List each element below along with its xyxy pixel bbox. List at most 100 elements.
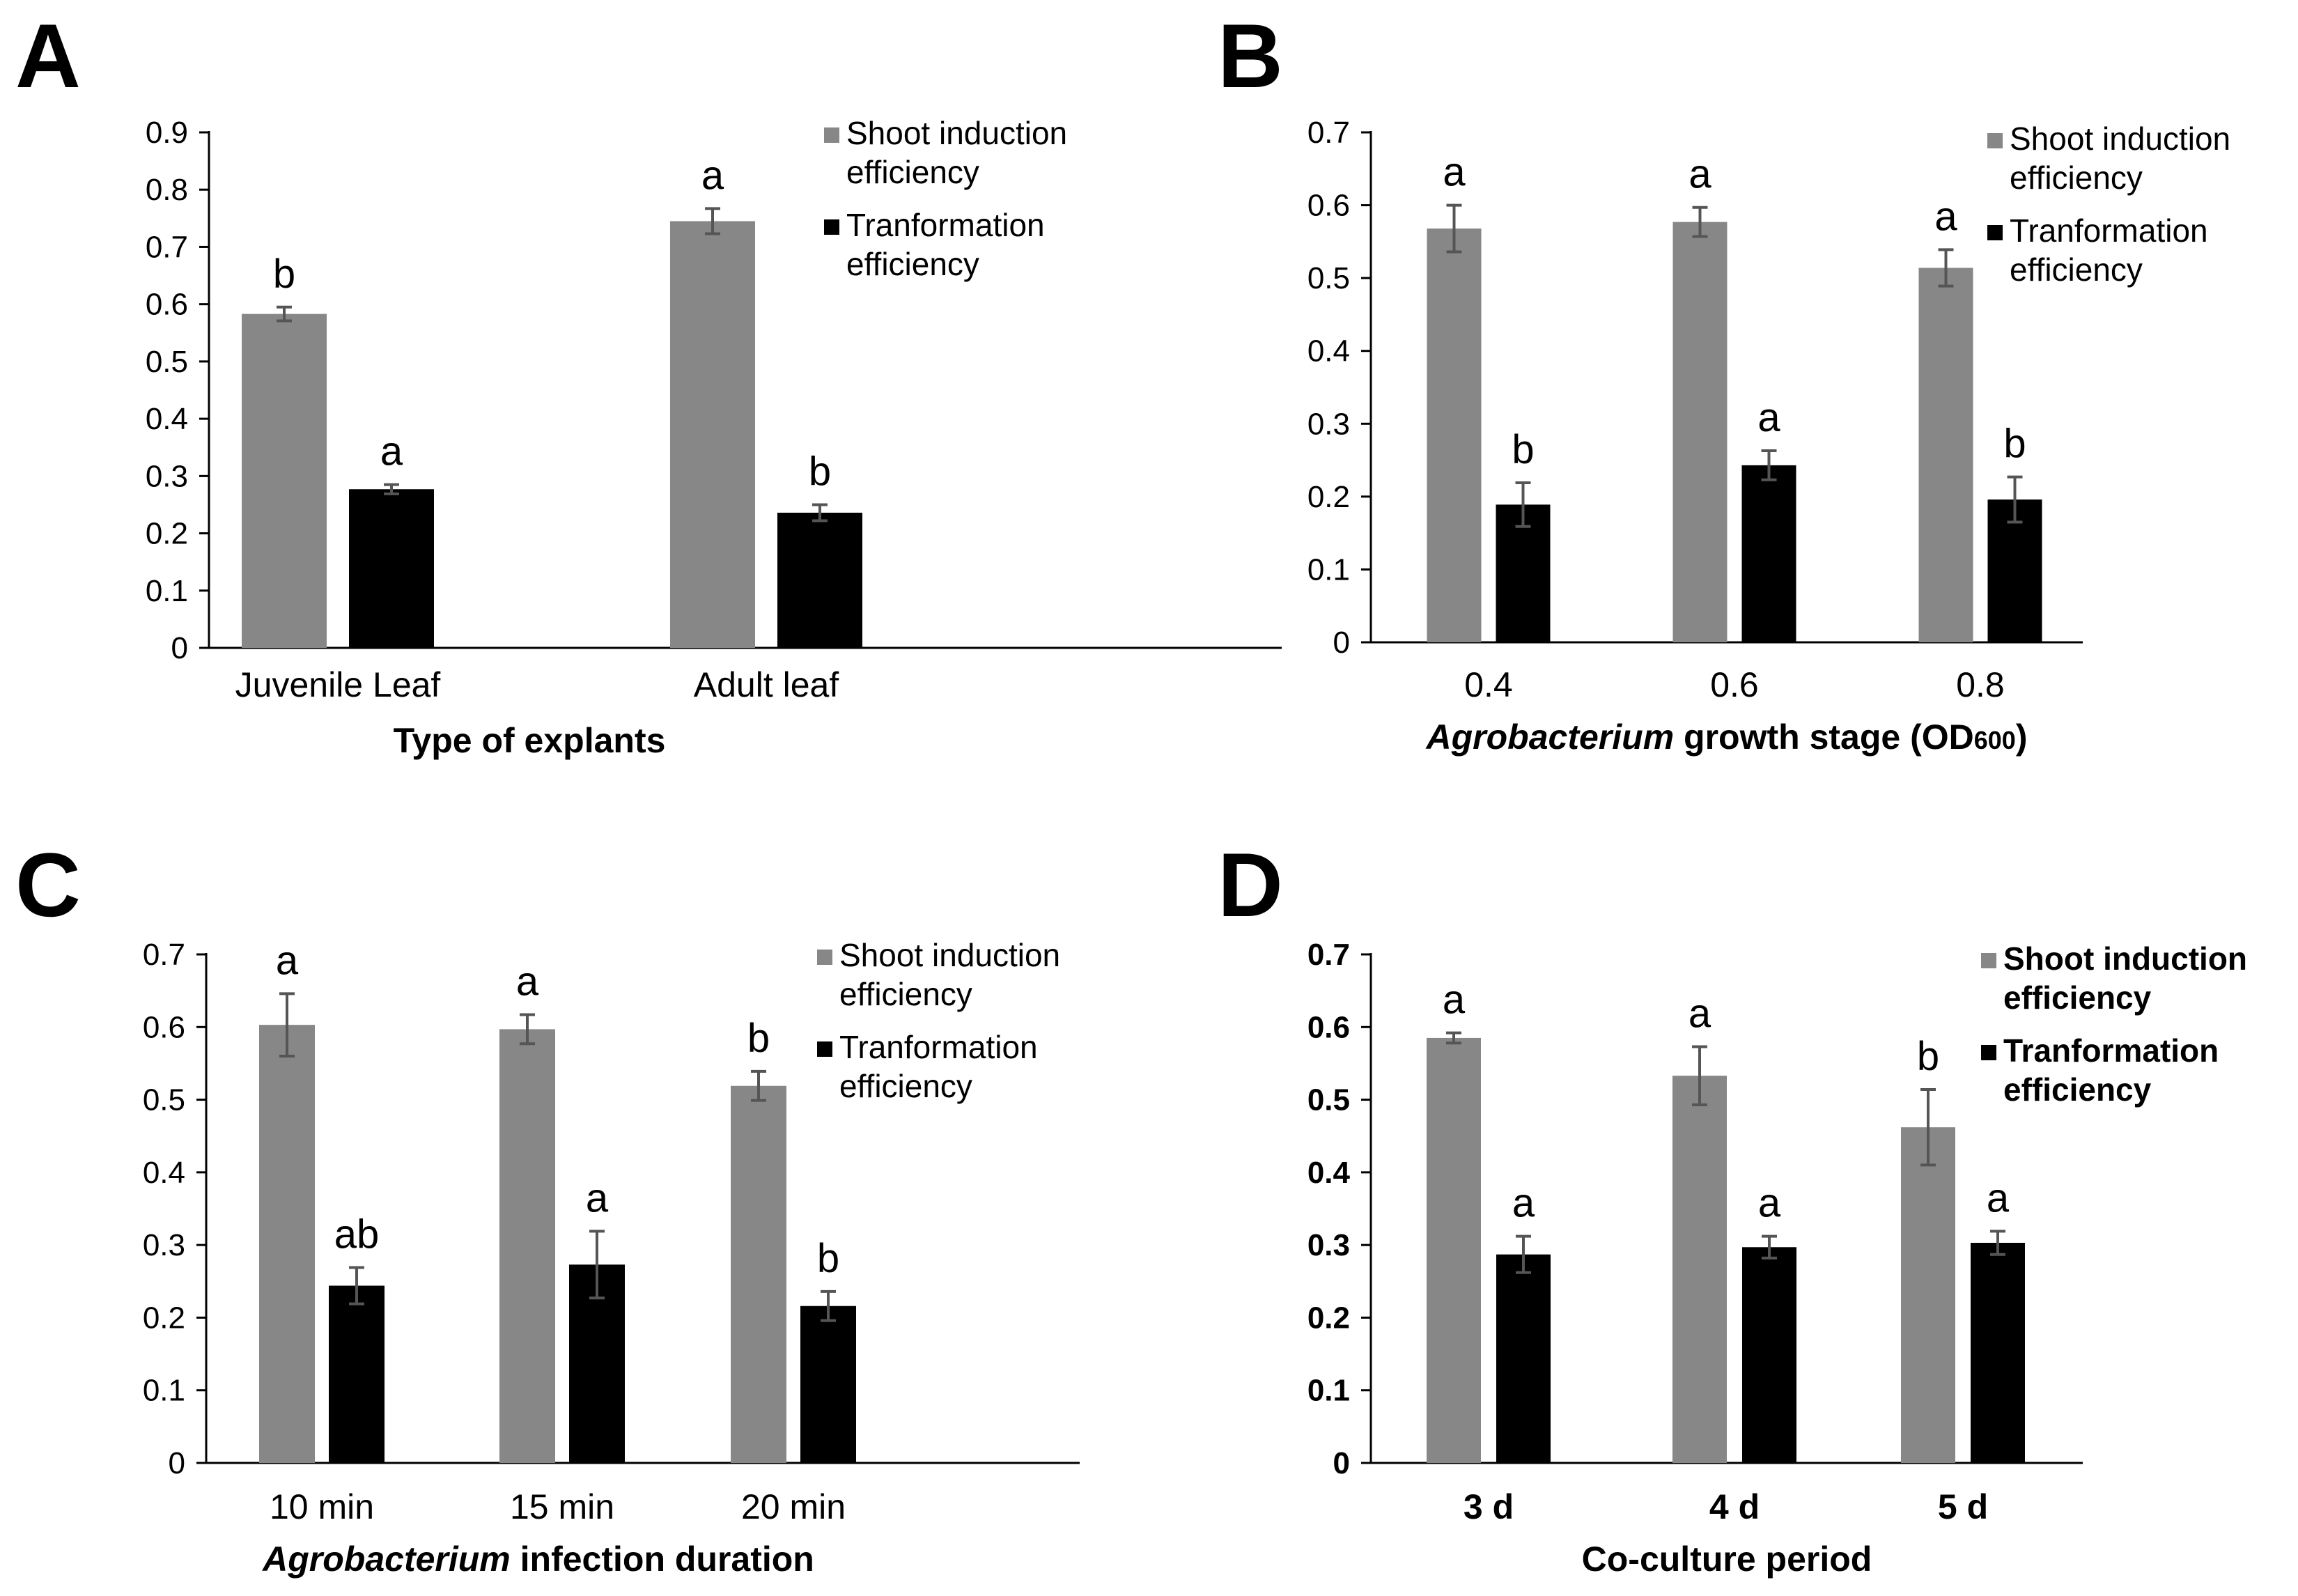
x-category-label: 3 d <box>1464 1487 1514 1526</box>
y-tick-label: 0.9 <box>146 116 188 150</box>
y-tick-label: 0.5 <box>1307 261 1350 295</box>
legend-label: Shoot induction <box>2010 121 2230 157</box>
x-axis-title: Agrobacterium infection duration <box>261 1540 814 1579</box>
y-tick-label: 0.4 <box>146 402 188 436</box>
bar-shoot <box>731 1085 786 1463</box>
panel-letter: A <box>15 5 81 107</box>
y-tick-label: 0.4 <box>1307 1156 1351 1190</box>
x-category-label: 0.8 <box>1956 665 2005 704</box>
y-tick-label: 0.6 <box>143 1010 185 1044</box>
x-axis-title-part: infection duration <box>511 1540 814 1579</box>
legend-label: Shoot induction <box>2003 940 2247 977</box>
x-axis-title-part: growth stage (OD <box>1674 718 1974 757</box>
legend-swatch <box>817 1041 832 1057</box>
legend-label: efficiency <box>2010 251 2143 288</box>
y-tick-label: 0.2 <box>143 1301 185 1335</box>
panel-letter: D <box>1218 834 1283 936</box>
bar-shoot <box>1901 1127 1955 1463</box>
y-tick-label: 0.2 <box>146 517 188 551</box>
significance-letter: a <box>516 959 539 1005</box>
y-tick-label: 0.1 <box>143 1374 185 1408</box>
x-axis-title: Type of explants <box>394 721 666 760</box>
y-tick-label: 0.4 <box>143 1156 185 1190</box>
significance-letter: a <box>1758 1181 1781 1226</box>
y-tick-label: 0.6 <box>146 288 188 322</box>
significance-letter: a <box>1757 395 1780 440</box>
y-tick-label: 0.7 <box>146 230 188 264</box>
legend-label: efficiency <box>839 1068 972 1104</box>
x-axis-title: Co-culture period <box>1582 1540 1872 1579</box>
legend-swatch <box>824 219 839 235</box>
significance-letter: b <box>747 1016 770 1061</box>
bar-transformation <box>349 489 434 648</box>
y-tick-label: 0.3 <box>1307 1228 1350 1262</box>
x-axis-title: Agrobacterium growth stage (OD600) <box>1425 718 2028 757</box>
legend-swatch <box>817 950 832 965</box>
y-tick-label: 0.7 <box>1307 938 1350 972</box>
legend-label: Tranformation <box>2003 1032 2219 1069</box>
x-category-label: 0.6 <box>1710 665 1759 704</box>
panel-letter: C <box>15 834 81 936</box>
bar-transformation <box>777 512 862 648</box>
legend-swatch <box>824 127 839 143</box>
legend-label: efficiency <box>2003 1071 2152 1108</box>
legend-swatch <box>1981 1045 1996 1060</box>
legend-label: efficiency <box>846 246 979 282</box>
y-tick-label: 0.4 <box>1307 334 1350 369</box>
chart-panel-c: C 0 0.1 0.2 0.3 0.4 0.5 0.6 0.7 a ab 10 min a a 15 min… <box>15 834 1080 1579</box>
y-tick-label: 0.3 <box>143 1228 185 1262</box>
bar-transformation <box>329 1285 385 1463</box>
chart-panel-d: D 0 0.1 0.2 0.3 0.4 0.5 0.6 0.7 a a 3 d a a 4 d b a 5 d Co… <box>1218 834 2247 1579</box>
y-tick-label: 0.5 <box>1307 1083 1350 1117</box>
legend-label: efficiency <box>846 154 979 190</box>
legend-label: efficiency <box>2010 160 2143 196</box>
legend-swatch <box>1987 133 2003 148</box>
significance-letter: a <box>276 938 299 983</box>
y-tick-label: 0.5 <box>146 345 188 379</box>
significance-letter: ab <box>334 1211 380 1257</box>
legend-label: efficiency <box>2003 979 2152 1016</box>
chart-panel-b: B 0 0.1 0.2 0.3 0.4 0.5 0.6 0.7 a b 0.4 a a 0.6 a b 0.8 Ag… <box>1218 5 2230 757</box>
x-category-label: 20 min <box>741 1487 846 1526</box>
significance-letter: a <box>1934 194 1957 239</box>
significance-letter: a <box>1688 152 1711 197</box>
y-tick-label: 0.6 <box>1307 1010 1350 1044</box>
significance-letter: b <box>2003 421 2026 467</box>
legend-label: Tranformation <box>846 207 1045 243</box>
significance-letter: b <box>273 251 295 297</box>
y-tick-label: 0.1 <box>1307 552 1350 587</box>
y-tick-label: 0.3 <box>146 459 188 493</box>
y-tick-label: 0 <box>171 631 188 665</box>
significance-letter: a <box>380 429 403 474</box>
y-tick-label: 0.8 <box>146 173 188 207</box>
x-axis-title-part: 600 <box>1974 726 2016 754</box>
bar-shoot <box>1672 222 1728 642</box>
legend-label: Tranformation <box>2010 212 2208 249</box>
x-category-label: Adult leaf <box>694 665 839 704</box>
x-category-label: 10 min <box>270 1487 374 1526</box>
legend-label: efficiency <box>839 976 972 1012</box>
significance-letter: b <box>817 1236 839 1281</box>
significance-letter: b <box>1917 1034 1939 1079</box>
y-tick-label: 0 <box>1333 1446 1350 1480</box>
y-tick-label: 0.3 <box>1307 407 1350 441</box>
x-axis-title-part: Agrobacterium <box>261 1540 511 1579</box>
bar-transformation <box>1741 465 1796 642</box>
bar-shoot <box>499 1029 555 1463</box>
legend-label: Shoot induction <box>846 115 1067 151</box>
bar-shoot <box>670 221 755 648</box>
x-category-label: 5 d <box>1938 1487 1988 1526</box>
significance-letter: a <box>1443 150 1466 195</box>
significance-letter: a <box>701 153 724 198</box>
legend-swatch <box>1987 225 2003 240</box>
y-tick-label: 0.7 <box>1307 116 1350 150</box>
bar-transformation <box>1742 1247 1796 1463</box>
y-tick-label: 0.5 <box>143 1083 185 1117</box>
y-tick-label: 0.1 <box>146 574 188 608</box>
legend-label: Tranformation <box>839 1029 1038 1065</box>
x-category-label: Juvenile Leaf <box>235 665 441 704</box>
significance-letter: b <box>809 449 831 494</box>
significance-letter: a <box>586 1175 609 1221</box>
bar-shoot <box>1427 228 1482 642</box>
